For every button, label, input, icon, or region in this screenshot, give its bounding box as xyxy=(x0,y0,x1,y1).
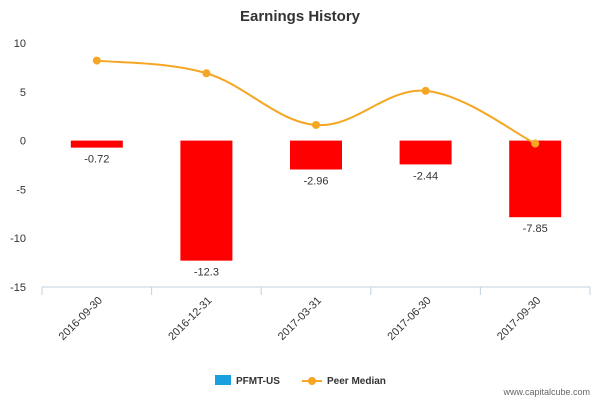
x-tick-label: 2017-03-31 xyxy=(276,295,324,343)
legend-label-pfmt: PFMT-US xyxy=(236,376,280,387)
peer-median-series xyxy=(92,56,540,148)
watermark: www.capitalcube.com xyxy=(502,387,590,397)
peer-median-point-2016-12-31 xyxy=(202,69,211,78)
peer-median-point-2017-06-30 xyxy=(421,86,430,95)
peer-median-point-2017-09-30 xyxy=(531,139,540,148)
bar-2016-09-30 xyxy=(70,140,123,148)
bar-2016-12-31 xyxy=(180,140,233,261)
x-axis: 2016-09-30 2016-12-31 2017-03-31 2017-06-30… xyxy=(41,286,591,343)
peer-median-line xyxy=(96,59,536,145)
y-axis: 10 5 0 -5 -10 -15 xyxy=(10,38,26,294)
y-tick-label: -10 xyxy=(10,233,26,245)
bar-2017-06-30 xyxy=(399,140,452,165)
x-tick-label: 2016-12-31 xyxy=(166,295,214,343)
peer-median-point-2017-03-31 xyxy=(312,120,320,129)
y-tick-label: -15 xyxy=(10,282,26,294)
bar-data-label: -2.44 xyxy=(413,170,438,182)
bar-series: -0.72 -12.3 -2.96 -2.44 -7.85 xyxy=(70,140,562,279)
bar-data-label: -0.72 xyxy=(84,154,109,166)
legend-swatch-peer-dot xyxy=(308,377,316,385)
legend-label-peer-median: Peer Median xyxy=(327,376,386,387)
y-tick-label: 0 xyxy=(20,136,26,148)
bar-data-label: -12.3 xyxy=(194,267,219,279)
bar-data-label: -2.96 xyxy=(303,175,328,187)
x-tick-label: 2017-09-30 xyxy=(495,295,543,343)
x-tick-label: 2017-06-30 xyxy=(385,295,433,343)
peer-median-point-2016-09-30 xyxy=(92,56,101,65)
x-tick-label: 2016-09-30 xyxy=(57,295,105,343)
y-tick-label: 5 xyxy=(20,87,26,99)
y-tick-label: 10 xyxy=(14,38,26,50)
legend-swatch-pfmt xyxy=(215,375,231,385)
bar-data-label: -7.85 xyxy=(523,223,548,235)
legend: PFMT-US Peer Median xyxy=(215,375,386,387)
y-tick-label: -5 xyxy=(16,184,26,196)
bar-2017-03-31 xyxy=(290,140,342,170)
bar-2017-09-30 xyxy=(509,140,562,218)
chart-title: Earnings History xyxy=(240,8,361,25)
